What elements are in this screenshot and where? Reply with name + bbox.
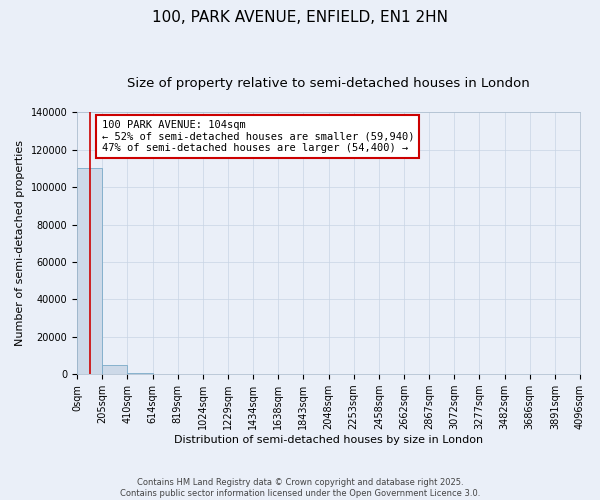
Bar	[103, 365, 127, 374]
X-axis label: Distribution of semi-detached houses by size in London: Distribution of semi-detached houses by …	[174, 435, 483, 445]
Text: 100 PARK AVENUE: 104sqm
← 52% of semi-detached houses are smaller (59,940)
47% o: 100 PARK AVENUE: 104sqm ← 52% of semi-de…	[102, 120, 414, 153]
Text: 100, PARK AVENUE, ENFIELD, EN1 2HN: 100, PARK AVENUE, ENFIELD, EN1 2HN	[152, 10, 448, 25]
Y-axis label: Number of semi-detached properties: Number of semi-detached properties	[15, 140, 25, 346]
Title: Size of property relative to semi-detached houses in London: Size of property relative to semi-detach…	[127, 78, 530, 90]
Bar	[77, 168, 103, 374]
Text: Contains HM Land Registry data © Crown copyright and database right 2025.
Contai: Contains HM Land Registry data © Crown c…	[120, 478, 480, 498]
